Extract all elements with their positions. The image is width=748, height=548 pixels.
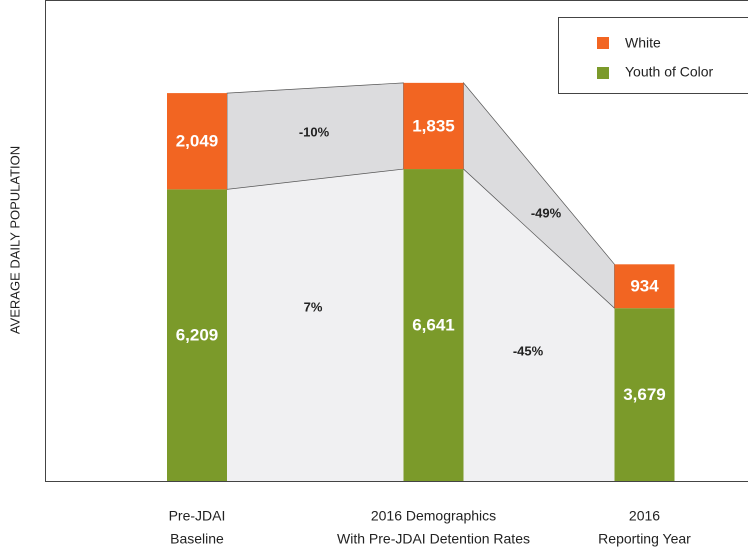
connectors <box>226 81 615 481</box>
x-tick-label: Reporting Year <box>598 531 691 547</box>
x-tick-label: Baseline <box>170 531 224 547</box>
data-label: 2,049 <box>176 132 219 151</box>
data-label: 1,835 <box>412 116 455 135</box>
annotation: -45% <box>513 343 544 358</box>
x-tick-label: With Pre-JDAI Detention Rates <box>337 531 530 547</box>
legend-swatch <box>597 37 609 49</box>
connector <box>463 169 615 481</box>
annotation: -10% <box>299 124 330 139</box>
annotation: 7% <box>304 299 323 314</box>
bar-segment <box>167 93 227 190</box>
annotation: -49% <box>531 205 562 220</box>
x-tick-label: Pre-JDAI <box>169 508 226 524</box>
bar-segment <box>167 189 227 481</box>
legend-box <box>558 17 748 94</box>
bar-segment <box>403 169 464 481</box>
bar-segment <box>614 264 675 309</box>
y-axis-label: AVERAGE DAILY POPULATION <box>7 146 22 334</box>
legend-label: Youth of Color <box>625 64 714 80</box>
bar-segment <box>614 308 675 481</box>
bar-segment <box>403 82 464 170</box>
x-tick-label: 2016 Demographics <box>371 508 496 524</box>
data-label: 6,641 <box>412 316 455 335</box>
legend: White Youth of Color <box>558 17 748 94</box>
x-tick-label: 2016 <box>629 508 660 524</box>
data-label: 3,679 <box>623 385 666 404</box>
data-label: 6,209 <box>176 326 219 345</box>
connector <box>227 169 404 481</box>
legend-label: White <box>625 35 661 51</box>
legend-swatch <box>597 67 609 79</box>
data-label: 934 <box>630 277 659 296</box>
